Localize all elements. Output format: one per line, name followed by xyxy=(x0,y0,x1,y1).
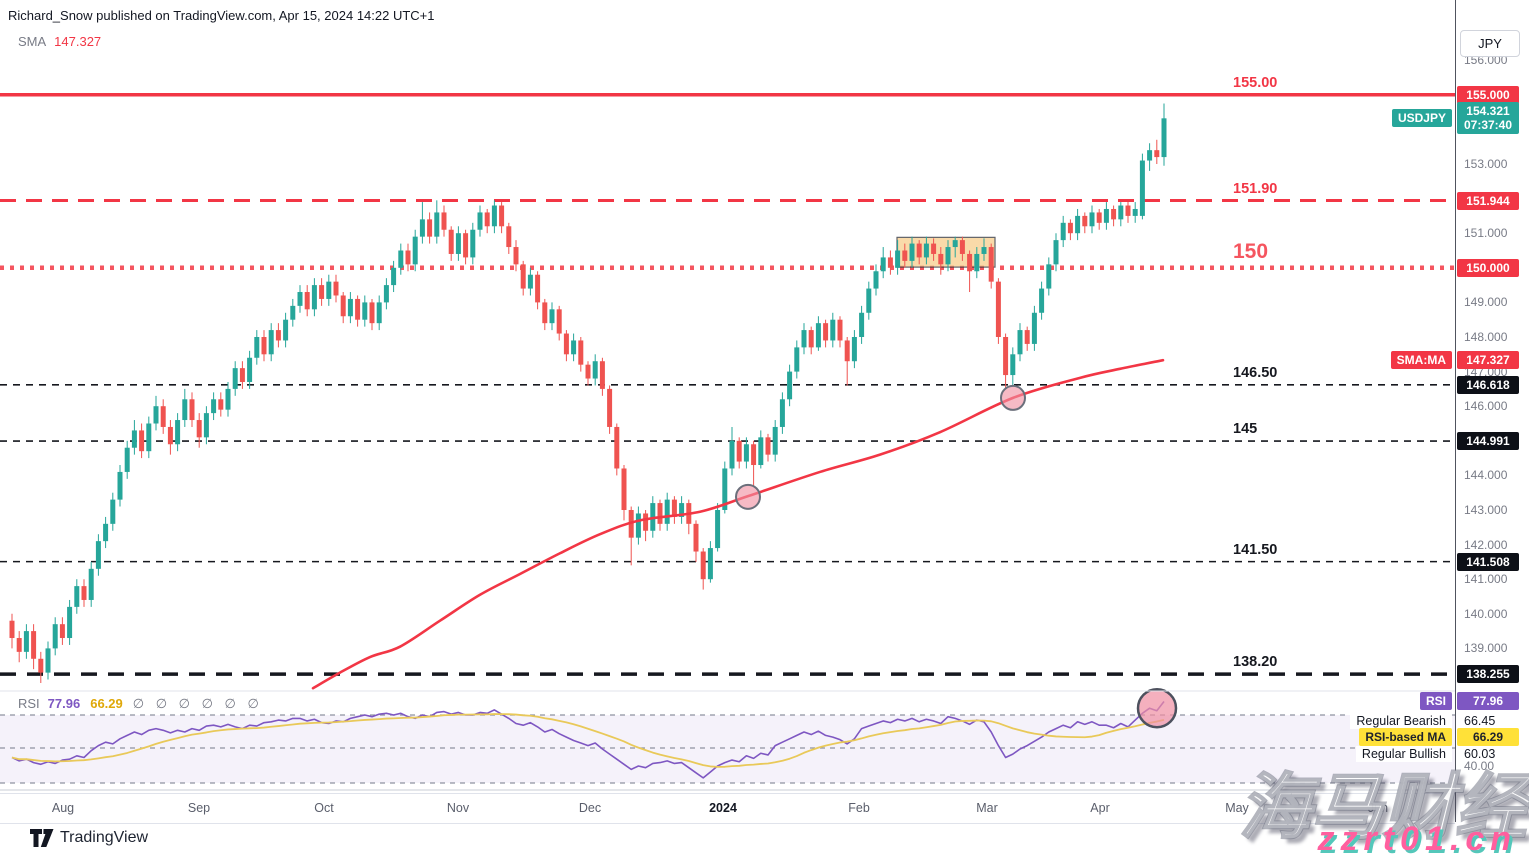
attribution-text: Richard_Snow published on TradingView.co… xyxy=(8,8,435,23)
time-axis-label-2024[interactable]: 2024 xyxy=(709,801,737,815)
level-price-label-151.90: 151.90 xyxy=(1233,180,1278,197)
level-price-label-146.50: 146.50 xyxy=(1233,364,1278,381)
level-price-label-141.50: 141.50 xyxy=(1233,541,1278,558)
time-axis-label-Sep[interactable]: Sep xyxy=(187,801,211,815)
rsi-highlight-circle xyxy=(1136,687,1178,729)
time-axis-label-Aug[interactable]: Aug xyxy=(51,801,75,815)
rsi-legend-params: ∅ ∅ ∅ ∅ ∅ ∅ xyxy=(132,696,263,711)
sma-legend[interactable]: SMA 147.327 xyxy=(18,34,101,49)
rsi-band xyxy=(0,715,1455,783)
highlight-circle-1 xyxy=(1000,384,1026,411)
time-axis-label-Mar[interactable]: Mar xyxy=(976,801,998,815)
price-axis-tick: 148.000 xyxy=(1464,330,1508,344)
time-axis-label-Feb[interactable]: Feb xyxy=(848,801,870,815)
rsi-legend-name: RSI xyxy=(18,696,40,711)
sma-legend-value: 147.327 xyxy=(54,34,102,49)
time-axis-label-Nov[interactable]: Nov xyxy=(446,801,470,815)
price-axis-tick: 143.000 xyxy=(1464,503,1508,517)
price-axis[interactable]: JPY 156.000 153.000 151.000 149.000 148.000 1… xyxy=(1455,0,1529,822)
time-axis-label-Oct[interactable]: Oct xyxy=(314,801,334,815)
rsi-legend-value: 77.96 xyxy=(47,696,81,711)
currency-button[interactable]: JPY xyxy=(1460,30,1520,57)
price-badge-146.618: 146.618 xyxy=(1457,375,1519,394)
rsi-line xyxy=(11,700,1165,779)
rsi-ma-legend-value: 66.29 xyxy=(90,696,123,711)
series-label-USDJPY: USDJPY xyxy=(1391,109,1452,128)
rsi-ma-line xyxy=(11,713,1165,768)
price-badge-138.255: 138.255 xyxy=(1457,665,1519,684)
level-price-label-155.00: 155.00 xyxy=(1233,74,1278,91)
price-axis-tick: 139.000 xyxy=(1464,641,1508,656)
time-axis-label-May[interactable]: May xyxy=(1225,801,1249,815)
price-axis-tick: 153.000 xyxy=(1464,157,1508,171)
rsi-level-label-regular-bearish: Regular Bearish xyxy=(1350,713,1452,729)
price-axis-tick: 144.000 xyxy=(1464,468,1508,483)
price-axis-tick: 151.000 xyxy=(1464,226,1508,241)
price-badge-144.991: 144.991 xyxy=(1457,432,1519,451)
price-badge-155.000: 155.000 xyxy=(1457,85,1519,104)
rsi-axis-value-66.45: 66.45 xyxy=(1464,714,1496,728)
series-label-SMA:MA: SMA:MA xyxy=(1390,351,1452,370)
level-price-label-150: 150 xyxy=(1233,239,1269,263)
rsi-axis-value-77.96: 77.96 xyxy=(1457,692,1519,710)
footer: TradingView xyxy=(30,829,148,847)
highlight-circle-0 xyxy=(735,483,761,510)
price-axis-tick: 149.000 xyxy=(1464,295,1508,310)
price-axis-tick: 142.000 xyxy=(1464,537,1508,552)
time-axis[interactable]: Aug Sep Oct Nov Dec 2024 Feb Mar Apr May Jun xyxy=(0,793,1455,824)
price-badge-141.508: 141.508 xyxy=(1457,552,1519,571)
sma-legend-name: SMA xyxy=(18,34,47,49)
rsi-legend[interactable]: RSI 77.96 66.29 ∅ ∅ ∅ ∅ ∅ ∅ xyxy=(18,696,263,712)
price-badge-154.321: 154.321 07:37:40 xyxy=(1457,102,1519,135)
rsi-axis-value-66.29: 66.29 xyxy=(1457,728,1519,746)
rsi-axis-value-40.00: 40.00 xyxy=(1464,759,1495,773)
rsi-level-label-rsi: RSI xyxy=(1419,692,1452,710)
price-badge-150.000: 150.000 xyxy=(1457,258,1519,277)
price-badge-151.944: 151.944 xyxy=(1457,191,1519,210)
time-axis-label-Jun[interactable]: Jun xyxy=(1367,801,1389,815)
time-axis-label-Apr[interactable]: Apr xyxy=(1090,801,1110,815)
price-axis-tick: 140.000 xyxy=(1464,606,1508,621)
rsi-level-label-regular-bullish: Regular Bullish xyxy=(1355,746,1452,762)
sma-line xyxy=(311,358,1165,690)
tradingview-logo-icon xyxy=(30,829,54,847)
time-axis-label-Dec[interactable]: Dec xyxy=(578,801,602,815)
level-price-label-138.20: 138.20 xyxy=(1233,654,1278,671)
price-axis-tick: 146.000 xyxy=(1464,399,1508,414)
tradingview-brand-text: TradingView xyxy=(60,829,149,846)
rsi-level-label-rsi-based-ma: RSI-based MA xyxy=(1359,728,1452,746)
level-price-label-145: 145 xyxy=(1233,421,1258,438)
price-axis-tick: 141.000 xyxy=(1464,572,1508,587)
rsi-axis-value-60.03: 60.03 xyxy=(1464,747,1496,761)
price-badge-147.327: 147.327 xyxy=(1457,351,1519,370)
